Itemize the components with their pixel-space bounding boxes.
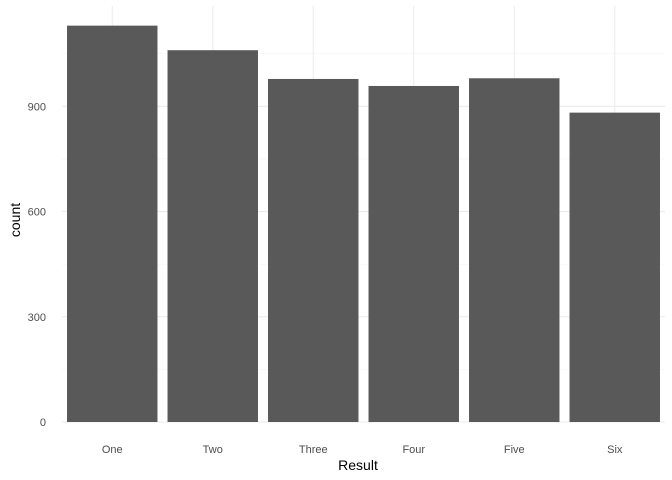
x-axis-title: Result [338,457,378,473]
y-axis-ticks: 0 300 600 900 [28,101,46,429]
y-tick-label: 600 [28,207,46,219]
y-tick-label: 300 [28,312,46,324]
y-tick-label: 900 [28,101,46,113]
x-tick-label: Six [607,444,623,456]
x-tick-label: Three [299,444,328,456]
x-tick-label: Four [402,444,425,456]
x-tick-label: One [102,444,123,456]
x-tick-label: Two [203,444,223,456]
bar-one [67,25,158,423]
y-axis-title: count [7,203,23,237]
y-tick-label: 0 [40,417,46,429]
bar-five [469,78,560,423]
bar-four [368,85,459,422]
x-axis-ticks: One Two Three Four Five Six [102,444,623,456]
bar-six [569,112,660,423]
bar-three [268,78,359,423]
bars [67,25,660,423]
x-tick-label: Five [504,444,525,456]
bar-two [167,50,258,422]
